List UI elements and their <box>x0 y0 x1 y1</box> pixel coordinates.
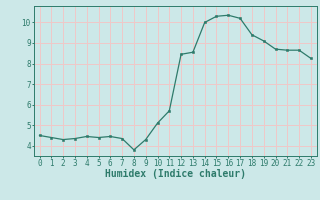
X-axis label: Humidex (Indice chaleur): Humidex (Indice chaleur) <box>105 169 246 179</box>
